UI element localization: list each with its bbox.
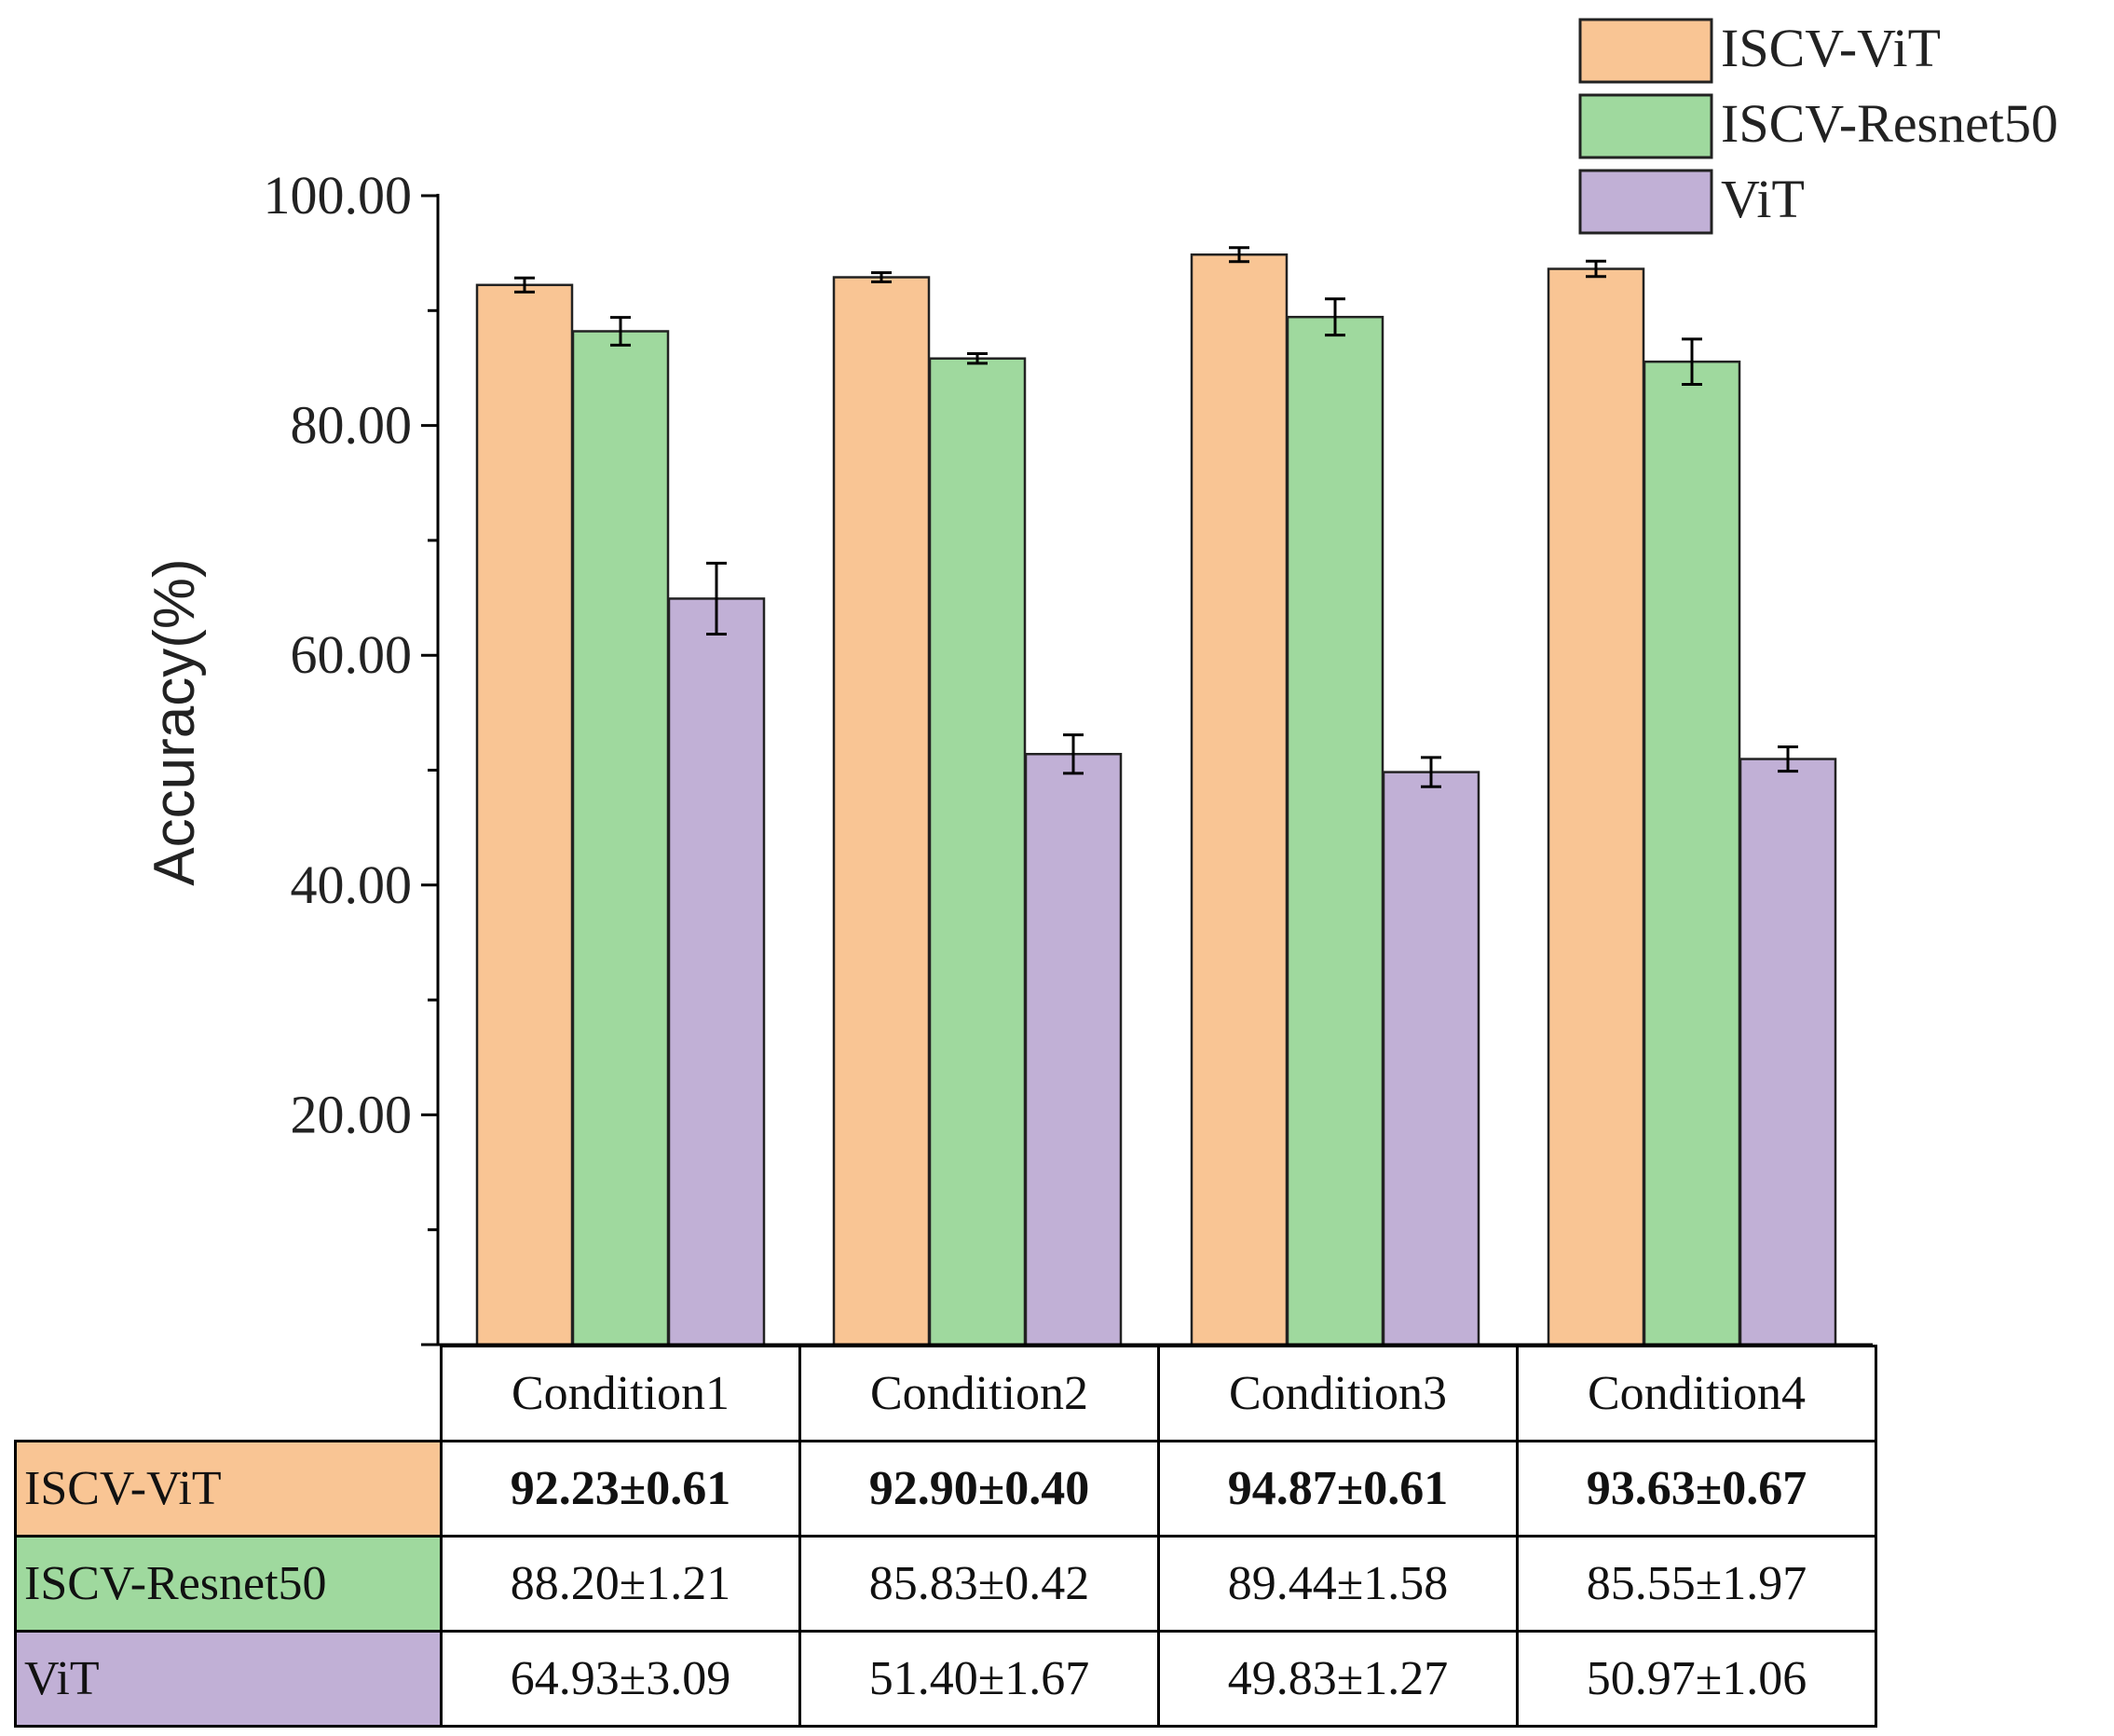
table-cell: 49.83±1.27 xyxy=(1157,1630,1519,1728)
y-axis-label: Accuracy(%) xyxy=(143,558,207,885)
table-cell: 64.93±3.09 xyxy=(440,1630,801,1728)
y-tick-label: 80.00 xyxy=(291,395,413,456)
legend-swatch xyxy=(1578,93,1713,159)
bar xyxy=(1024,752,1123,1346)
table-cell: 85.55±1.97 xyxy=(1516,1535,1877,1633)
legend-swatch xyxy=(1578,18,1713,84)
table-header-cell: Condition4 xyxy=(1516,1345,1877,1442)
bar xyxy=(475,283,574,1346)
table-header-cell: Condition3 xyxy=(1157,1345,1519,1442)
table-row: ISCV-ViT 92.23±0.61 92.90±0.40 94.87±0.6… xyxy=(14,1440,1877,1538)
legend-swatch xyxy=(1578,169,1713,235)
bar xyxy=(1382,771,1480,1346)
table-cell: 92.23±0.61 xyxy=(440,1440,801,1538)
table-cell: 92.90±0.40 xyxy=(798,1440,1160,1538)
legend: ISCV-ViT ISCV-Resnet50 ViT xyxy=(1578,18,2058,235)
bar xyxy=(832,276,931,1346)
table-header-cell: Condition2 xyxy=(798,1345,1160,1442)
bar xyxy=(928,357,1027,1346)
table-row: ViT 64.93±3.09 51.40±1.67 49.83±1.27 50.… xyxy=(14,1630,1877,1728)
bar xyxy=(1547,267,1645,1346)
row-label-iscv-resnet50: ISCV-Resnet50 xyxy=(14,1535,443,1633)
table-cell: 51.40±1.67 xyxy=(798,1630,1160,1728)
table-cell: 93.63±0.67 xyxy=(1516,1440,1877,1538)
y-tick-label: 60.00 xyxy=(291,624,413,685)
y-tick-label: 100.00 xyxy=(264,165,413,226)
table-cell: 50.97±1.06 xyxy=(1516,1630,1877,1728)
table-cell: 88.20±1.21 xyxy=(440,1535,801,1633)
legend-label: ISCV-Resnet50 xyxy=(1721,93,2058,154)
table-header-row: Condition1 Condition2 Condition3 Conditi… xyxy=(15,1345,1877,1442)
y-tick-label: 20.00 xyxy=(291,1084,413,1144)
plot-area: 20.00 40.00 60.00 80.00 100.00 xyxy=(264,165,1873,1346)
table-cell: 85.83±0.42 xyxy=(798,1535,1160,1633)
bar xyxy=(1739,758,1837,1346)
table-header-cell: Condition1 xyxy=(440,1345,801,1442)
bar xyxy=(1643,360,1741,1346)
legend-label: ISCV-ViT xyxy=(1721,18,1941,78)
legend-label: ViT xyxy=(1721,169,1805,229)
bar xyxy=(667,597,766,1346)
results-table: Condition1 Condition2 Condition3 Conditi… xyxy=(14,1345,1877,1728)
row-label-iscv-vit: ISCV-ViT xyxy=(14,1440,443,1538)
bar xyxy=(1286,315,1384,1346)
y-tick-label: 40.00 xyxy=(291,854,413,915)
table-corner-cell xyxy=(15,1346,443,1442)
table-cell: 94.87±0.61 xyxy=(1157,1440,1519,1538)
table-cell: 89.44±1.58 xyxy=(1157,1535,1519,1633)
table-row: ISCV-Resnet50 88.20±1.21 85.83±0.42 89.4… xyxy=(14,1535,1877,1633)
row-label-vit: ViT xyxy=(14,1630,443,1728)
bar xyxy=(571,330,670,1346)
bar xyxy=(1190,253,1289,1346)
